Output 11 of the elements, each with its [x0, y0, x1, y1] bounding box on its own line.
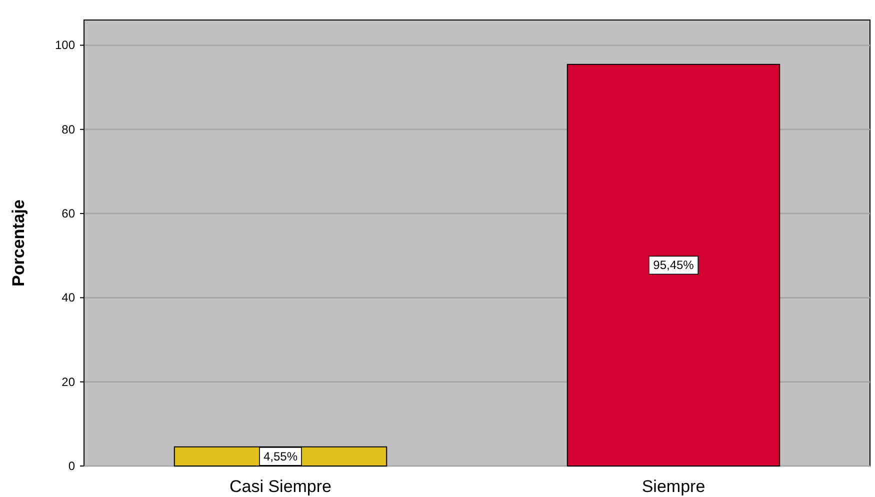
y-tick-label: 0 [68, 459, 76, 473]
data-label: 95,45% [653, 258, 694, 272]
y-tick-label: 80 [62, 122, 76, 136]
y-tick-label: 100 [54, 38, 76, 52]
x-tick-label: Siempre [642, 477, 706, 496]
y-tick-label: 40 [62, 290, 76, 305]
data-label: 4,55% [263, 449, 298, 464]
y-axis-title: Porcentaje [9, 200, 28, 286]
x-tick-label: Casi Siempre [229, 477, 332, 496]
y-tick-label: 20 [62, 374, 76, 389]
y-tick-label: 60 [62, 206, 76, 221]
